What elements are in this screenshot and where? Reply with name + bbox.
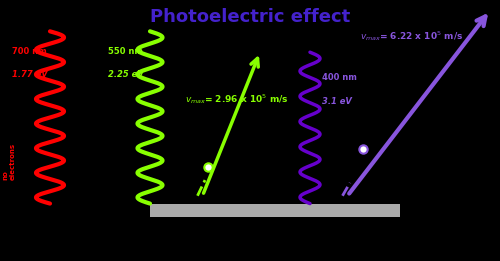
Text: 700 nm: 700 nm (12, 47, 47, 56)
Text: $v_{max}$= 6.22 x 10$^5$ m/s: $v_{max}$= 6.22 x 10$^5$ m/s (360, 29, 464, 44)
Text: 550 nm: 550 nm (108, 47, 142, 56)
Text: 3.1 eV: 3.1 eV (322, 97, 352, 105)
Text: Photoelectric effect: Photoelectric effect (150, 8, 350, 26)
Text: 2.25 eV: 2.25 eV (108, 70, 144, 79)
Text: no
electrons: no electrons (2, 143, 16, 180)
Bar (150, 204, 400, 217)
Text: 1.77 eV: 1.77 eV (12, 70, 48, 79)
Text: 400 nm: 400 nm (322, 73, 358, 82)
Text: $v_{max}$= 2.96 x 10$^5$ m/s: $v_{max}$= 2.96 x 10$^5$ m/s (185, 92, 289, 106)
